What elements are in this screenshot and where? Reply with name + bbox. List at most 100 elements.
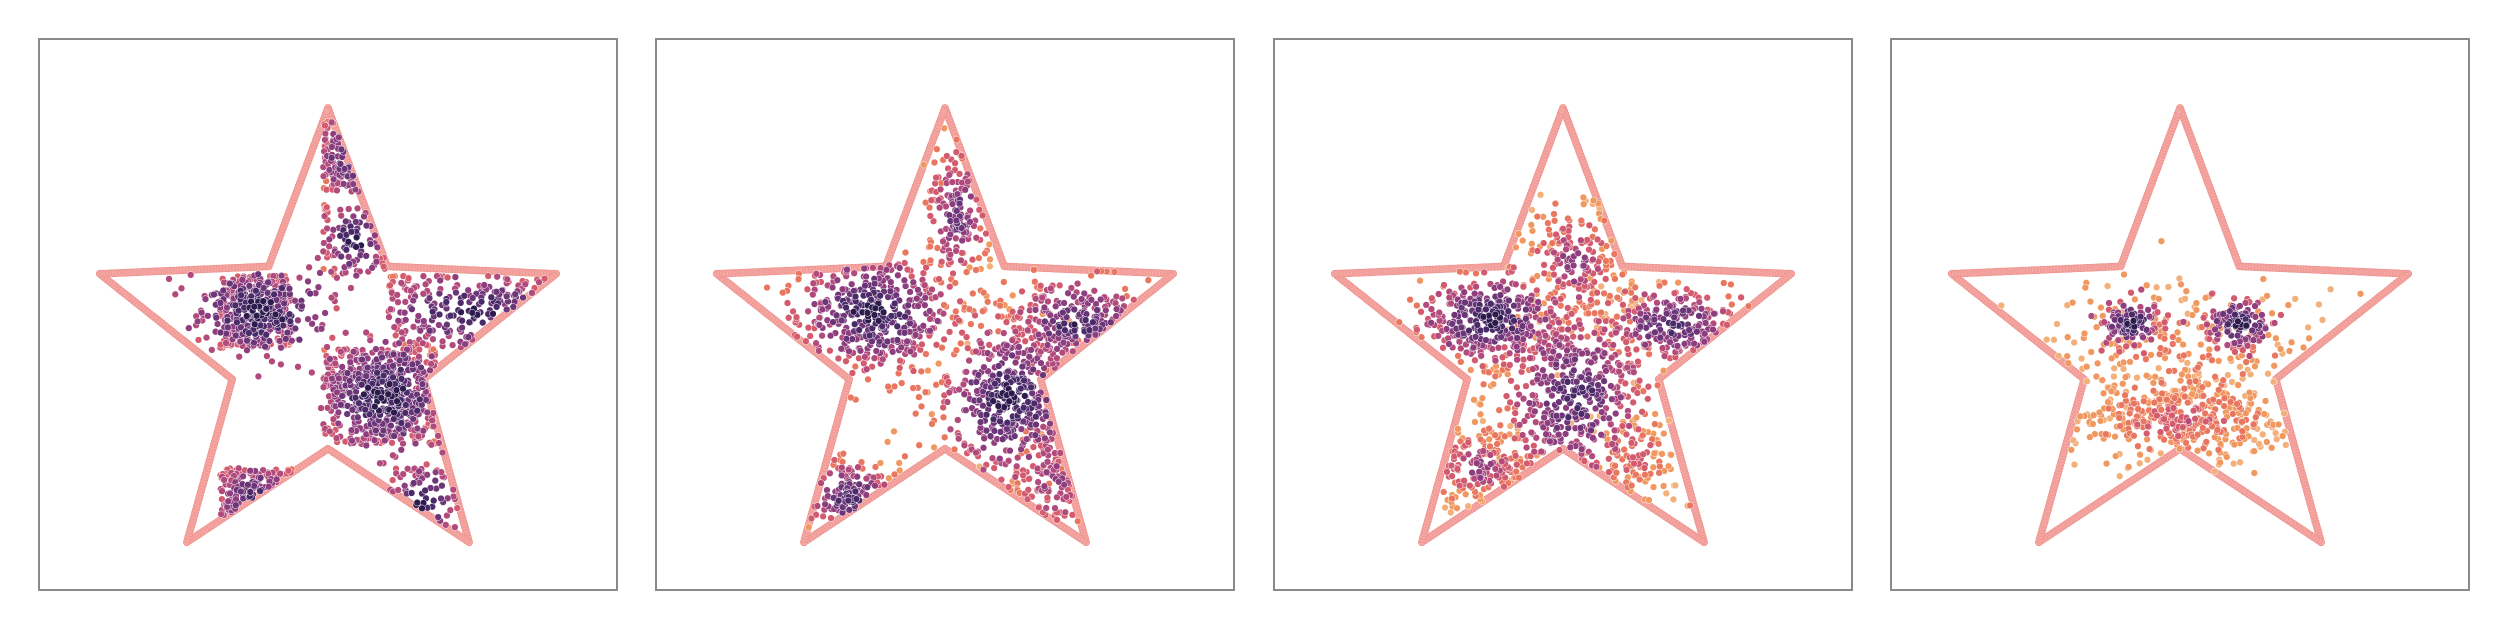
data-point bbox=[926, 256, 935, 265]
data-point bbox=[1077, 295, 1086, 303]
data-point bbox=[1038, 294, 1046, 302]
data-point bbox=[955, 199, 964, 208]
data-point bbox=[254, 270, 262, 278]
data-point bbox=[337, 252, 345, 261]
data-point bbox=[291, 324, 299, 333]
data-point bbox=[434, 513, 442, 521]
data-point bbox=[956, 297, 964, 305]
data-point bbox=[935, 275, 943, 283]
data-point bbox=[392, 331, 400, 340]
data-point bbox=[952, 135, 961, 144]
data-point bbox=[1028, 389, 1036, 397]
data-point bbox=[449, 485, 457, 494]
data-point bbox=[965, 305, 974, 313]
data-point bbox=[838, 316, 846, 325]
data-point bbox=[305, 263, 313, 271]
data-point bbox=[972, 378, 980, 386]
data-point bbox=[903, 337, 911, 346]
data-point bbox=[265, 483, 273, 491]
data-point bbox=[319, 247, 327, 256]
data-point bbox=[294, 363, 302, 371]
data-point bbox=[1017, 425, 1026, 433]
data-point bbox=[900, 276, 909, 284]
data-point bbox=[1060, 299, 1068, 307]
data-point bbox=[202, 333, 211, 342]
data-point bbox=[267, 298, 275, 306]
data-point bbox=[937, 290, 945, 298]
data-point bbox=[1597, 282, 1605, 291]
data-point bbox=[222, 339, 230, 347]
data-point bbox=[845, 465, 853, 474]
data-point bbox=[1024, 398, 1032, 406]
data-point bbox=[216, 299, 225, 307]
data-point bbox=[843, 266, 851, 274]
data-point bbox=[921, 301, 929, 309]
data-point bbox=[1087, 296, 1096, 304]
data-point bbox=[419, 272, 428, 280]
data-point bbox=[986, 255, 994, 264]
data-point bbox=[842, 357, 850, 365]
data-point bbox=[940, 301, 948, 309]
data-point bbox=[354, 413, 362, 421]
scatter-plot-2 bbox=[655, 38, 1235, 591]
data-point bbox=[1000, 278, 1008, 286]
data-point bbox=[1447, 508, 1455, 517]
data-point bbox=[394, 317, 402, 325]
data-point bbox=[352, 271, 360, 280]
data-point bbox=[409, 415, 417, 423]
data-point bbox=[955, 385, 963, 394]
data-point bbox=[1008, 308, 1017, 316]
data-point bbox=[1024, 486, 1032, 494]
data-point bbox=[509, 303, 517, 311]
data-point bbox=[278, 315, 286, 324]
data-point bbox=[358, 381, 366, 389]
data-point bbox=[304, 315, 312, 323]
data-point bbox=[1011, 358, 1020, 367]
data-point bbox=[1027, 383, 1035, 391]
data-point bbox=[427, 441, 435, 449]
data-point bbox=[1112, 305, 1121, 313]
data-point bbox=[389, 362, 397, 370]
data-point bbox=[895, 459, 903, 467]
data-point bbox=[511, 290, 519, 298]
data-point bbox=[976, 418, 985, 426]
data-point bbox=[283, 328, 292, 337]
data-point bbox=[328, 154, 336, 162]
data-point bbox=[372, 258, 381, 266]
data-point bbox=[802, 337, 810, 345]
data-point bbox=[890, 382, 899, 391]
data-point bbox=[1020, 404, 1028, 412]
data-point bbox=[914, 286, 922, 294]
data-point bbox=[821, 500, 829, 508]
data-point bbox=[1009, 291, 1017, 300]
data-points bbox=[763, 124, 1152, 531]
data-point bbox=[896, 364, 904, 372]
data-point bbox=[1003, 341, 1011, 350]
data-point bbox=[1042, 468, 1051, 476]
data-point bbox=[468, 309, 476, 317]
data-point bbox=[1031, 306, 1040, 314]
data-point bbox=[197, 308, 206, 317]
data-point bbox=[1018, 287, 1026, 296]
data-point bbox=[380, 262, 388, 271]
data-point bbox=[870, 280, 879, 288]
data-point bbox=[939, 413, 948, 421]
data-point bbox=[224, 323, 232, 332]
data-point bbox=[335, 374, 343, 382]
data-point bbox=[975, 254, 983, 262]
data-point bbox=[1032, 413, 1040, 421]
data-point bbox=[879, 355, 887, 363]
data-point bbox=[1023, 495, 1032, 503]
data-point bbox=[1053, 345, 1061, 353]
data-point bbox=[390, 408, 398, 417]
data-point bbox=[194, 336, 203, 344]
data-point bbox=[848, 280, 856, 288]
data-point bbox=[1030, 399, 1038, 408]
data-point bbox=[1043, 494, 1052, 502]
data-point bbox=[952, 247, 960, 255]
data-point bbox=[804, 307, 812, 315]
data-point bbox=[904, 301, 912, 309]
data-point bbox=[926, 315, 934, 323]
data-point bbox=[1047, 284, 1055, 293]
data-point bbox=[177, 284, 186, 292]
